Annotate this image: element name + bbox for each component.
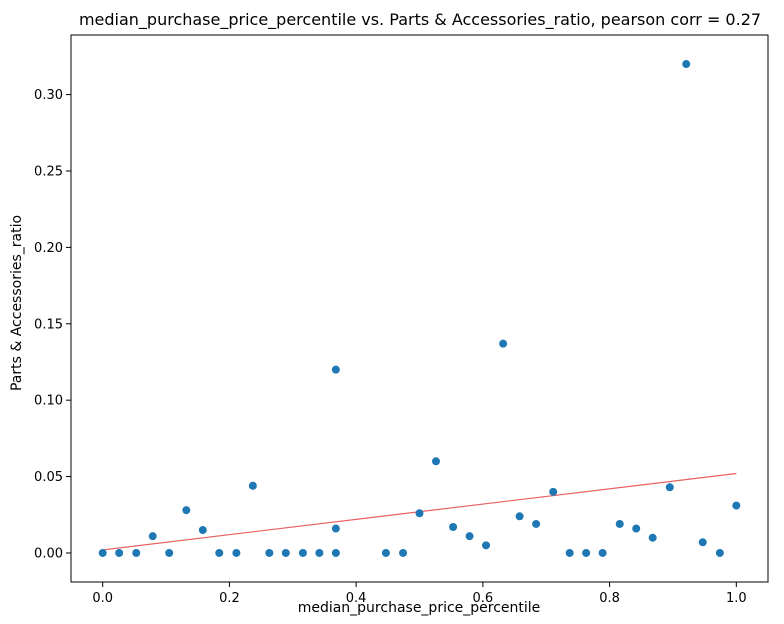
plot-frame bbox=[70, 34, 769, 583]
data-point bbox=[499, 339, 508, 348]
data-point bbox=[465, 532, 474, 541]
data-point bbox=[431, 457, 440, 466]
data-point bbox=[565, 548, 574, 557]
data-point bbox=[515, 512, 524, 521]
data-point bbox=[648, 533, 657, 542]
data-point bbox=[665, 483, 674, 492]
y-tick-label: 0.20 bbox=[34, 241, 63, 256]
y-tick-label: 0.15 bbox=[34, 317, 63, 332]
x-tick-label: 0.0 bbox=[92, 591, 113, 606]
data-point bbox=[598, 548, 607, 557]
data-point bbox=[415, 509, 424, 518]
data-point bbox=[399, 548, 408, 557]
data-point bbox=[215, 548, 224, 557]
y-axis-label: Parts & Accessories_ratio bbox=[9, 215, 25, 391]
y-tick-label: 0.25 bbox=[34, 164, 63, 179]
y-tick-label: 0.00 bbox=[34, 546, 63, 561]
chart-title: median_purchase_price_percentile vs. Par… bbox=[79, 10, 761, 30]
data-point bbox=[115, 548, 124, 557]
data-point bbox=[165, 548, 174, 557]
data-point bbox=[331, 524, 340, 533]
data-point bbox=[182, 506, 191, 515]
data-point bbox=[198, 526, 207, 535]
data-point bbox=[331, 365, 340, 374]
data-point bbox=[248, 481, 257, 490]
data-point bbox=[331, 548, 340, 557]
data-point bbox=[449, 522, 458, 531]
data-point bbox=[732, 501, 741, 510]
data-point bbox=[232, 548, 241, 557]
data-point bbox=[698, 538, 707, 547]
data-point bbox=[482, 541, 491, 550]
data-point bbox=[298, 548, 307, 557]
x-tick-label: 1.0 bbox=[726, 591, 747, 606]
data-point bbox=[632, 524, 641, 533]
x-tick-label: 0.6 bbox=[473, 591, 494, 606]
data-point bbox=[132, 548, 141, 557]
plot-content bbox=[98, 60, 741, 557]
y-tick-label: 0.05 bbox=[34, 470, 63, 485]
data-point bbox=[265, 548, 274, 557]
x-tick-label: 0.8 bbox=[599, 591, 620, 606]
data-point bbox=[381, 548, 390, 557]
data-point bbox=[281, 548, 290, 557]
data-point bbox=[682, 60, 691, 69]
axes: 0.0 0.2 0.4 0.6 0.8 1.0 0.00 0.05 0.10 0.15 0.20 0.… bbox=[34, 34, 769, 606]
data-point bbox=[148, 532, 157, 541]
x-tick-label: 0.4 bbox=[346, 591, 367, 606]
data-point bbox=[532, 519, 541, 528]
data-point bbox=[582, 548, 591, 557]
data-point bbox=[715, 548, 724, 557]
data-point bbox=[615, 519, 624, 528]
y-tick-label: 0.10 bbox=[34, 394, 63, 409]
y-tick-label: 0.30 bbox=[34, 88, 63, 103]
data-point bbox=[549, 487, 558, 496]
data-point bbox=[315, 548, 324, 557]
data-point bbox=[98, 548, 107, 557]
x-axis-label: median_purchase_price_percentile bbox=[298, 600, 541, 616]
x-tick-label: 0.2 bbox=[219, 591, 240, 606]
